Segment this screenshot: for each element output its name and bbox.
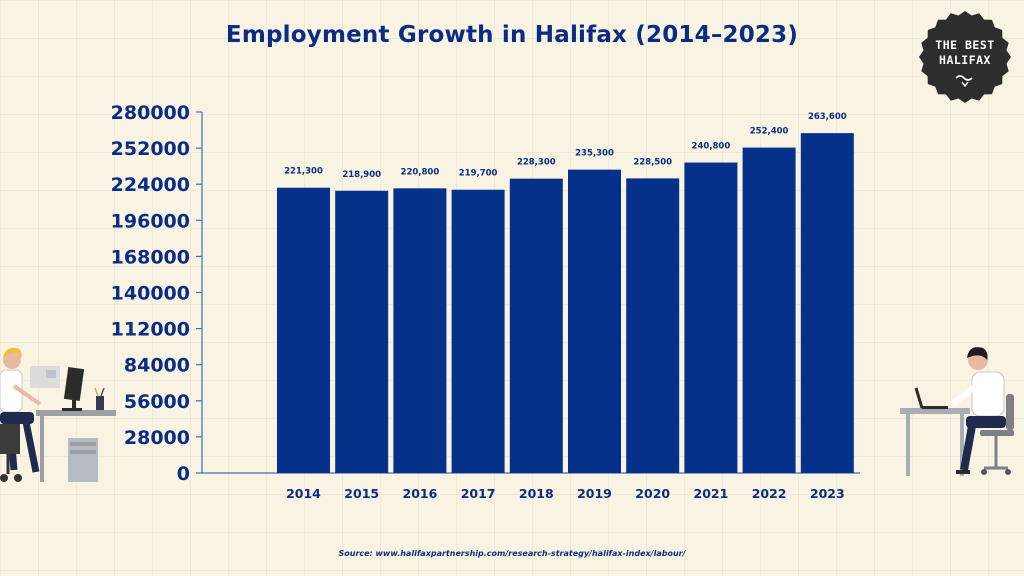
x-tick-label-2014: 2014: [286, 486, 321, 501]
y-tick-label: 280000: [111, 102, 190, 124]
data-label-2014: 221,300: [284, 167, 323, 177]
data-label-2021: 240,800: [692, 142, 731, 152]
data-label-2019: 235,300: [575, 149, 614, 159]
data-label-2017: 219,700: [459, 169, 498, 179]
bar-2020: [626, 178, 680, 474]
chart-data-labels: 221,300 218,900 220,800 219,700 228,300 235,3…: [284, 112, 847, 180]
brand-badge: THE BEST HALIFAX: [918, 10, 1012, 104]
source-note: Source: www.halifaxpartnership.com/resea…: [338, 549, 686, 558]
bar-2021: [684, 162, 738, 474]
data-label-2022: 252,400: [750, 127, 789, 137]
x-tick-label-2019: 2019: [577, 486, 612, 501]
bar-2014: [277, 187, 330, 473]
x-tick-label-2021: 2021: [694, 486, 729, 501]
y-tick-label: 84000: [124, 355, 190, 377]
x-tick-label-2023: 2023: [810, 486, 845, 501]
chart-title: Employment Growth in Halifax (2014–2023): [225, 22, 799, 48]
bar-2019: [568, 169, 621, 473]
chart-bars: [277, 133, 854, 474]
x-tick-label-2015: 2015: [344, 486, 379, 501]
data-label-2023: 263,600: [808, 112, 847, 122]
badge-line-2: HALIFAX: [939, 53, 991, 67]
x-tick-label-2016: 2016: [403, 486, 438, 501]
y-tick-label: 252000: [111, 138, 190, 160]
x-tick-label-2020: 2020: [635, 486, 670, 501]
y-tick-label: 0: [177, 463, 190, 485]
man-at-laptop-illustration: [900, 347, 1014, 476]
data-label-2015: 218,900: [342, 170, 381, 180]
y-tick-label: 168000: [111, 246, 190, 268]
y-tick-label: 112000: [111, 319, 190, 341]
y-tick-label: 28000: [124, 427, 190, 449]
woman-at-desk-illustration: [0, 347, 116, 482]
bar-2023: [800, 133, 854, 473]
data-label-2018: 228,300: [517, 158, 556, 168]
badge-line-1: THE BEST: [935, 38, 995, 52]
bar-2015: [335, 190, 389, 473]
x-tick-label-2018: 2018: [519, 486, 554, 501]
bar-2018: [509, 178, 563, 473]
y-tick-label: 196000: [111, 210, 190, 232]
x-tick-label-2022: 2022: [752, 486, 787, 501]
data-label-2020: 228,500: [633, 157, 672, 167]
x-tick-label-2017: 2017: [461, 486, 496, 501]
data-label-2016: 220,800: [401, 167, 440, 177]
y-tick-label: 56000: [124, 391, 190, 413]
y-tick-labels: 0 28000 56000 84000 112000 140000 168000 196000…: [111, 102, 202, 485]
y-tick-label: 224000: [111, 174, 190, 196]
x-tick-labels: 2014 2015 2016 2017 2018 2019 2020 2021 2022 2023: [286, 486, 845, 501]
bar-2017: [451, 189, 505, 473]
badge-seal-icon: [919, 11, 1011, 103]
y-tick-label: 140000: [111, 283, 190, 305]
badge-text: THE BEST HALIFAX: [918, 38, 1012, 68]
bar-2022: [742, 147, 796, 473]
bar-2016: [393, 188, 447, 473]
